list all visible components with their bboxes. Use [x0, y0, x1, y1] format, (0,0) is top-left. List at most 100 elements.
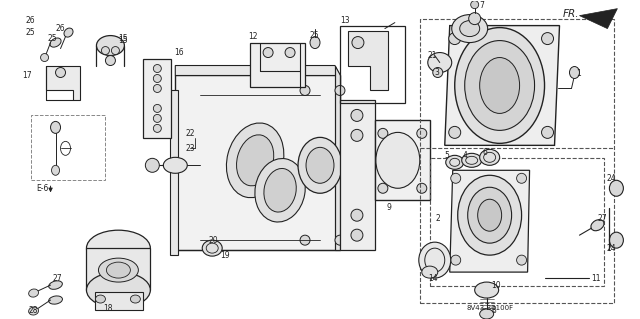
Bar	[340, 100, 375, 250]
Polygon shape	[348, 31, 388, 91]
Ellipse shape	[300, 235, 310, 245]
Ellipse shape	[97, 36, 124, 56]
Ellipse shape	[306, 147, 334, 183]
Ellipse shape	[227, 123, 284, 198]
Polygon shape	[450, 170, 529, 272]
Ellipse shape	[455, 28, 545, 143]
Ellipse shape	[131, 295, 140, 303]
Text: 9: 9	[387, 203, 392, 212]
Ellipse shape	[351, 209, 363, 221]
Text: 6: 6	[483, 148, 488, 157]
Ellipse shape	[285, 48, 295, 57]
Text: 4: 4	[463, 151, 468, 160]
Text: 24: 24	[607, 244, 616, 253]
Ellipse shape	[541, 126, 554, 138]
Text: 26: 26	[56, 24, 65, 33]
Text: 16: 16	[174, 48, 184, 57]
Ellipse shape	[154, 124, 161, 132]
Ellipse shape	[99, 258, 138, 282]
Polygon shape	[175, 65, 340, 76]
Ellipse shape	[51, 122, 61, 133]
Ellipse shape	[111, 47, 120, 55]
Text: 7: 7	[479, 1, 484, 10]
Ellipse shape	[154, 85, 161, 93]
Ellipse shape	[378, 128, 388, 138]
Bar	[430, 158, 604, 286]
Ellipse shape	[255, 159, 305, 222]
Ellipse shape	[29, 289, 38, 297]
Text: 27: 27	[597, 214, 607, 223]
Ellipse shape	[145, 158, 159, 172]
Ellipse shape	[458, 175, 522, 255]
Ellipse shape	[479, 149, 500, 165]
Ellipse shape	[351, 109, 363, 122]
Ellipse shape	[300, 85, 310, 95]
Text: 15: 15	[118, 34, 128, 43]
Ellipse shape	[449, 33, 461, 45]
Ellipse shape	[264, 168, 296, 212]
Ellipse shape	[351, 130, 363, 141]
Bar	[175, 76, 340, 250]
Ellipse shape	[52, 165, 60, 175]
Ellipse shape	[417, 128, 427, 138]
Ellipse shape	[64, 28, 73, 37]
Ellipse shape	[376, 132, 420, 188]
Ellipse shape	[475, 282, 499, 298]
Text: 25: 25	[309, 31, 319, 40]
Ellipse shape	[237, 135, 274, 186]
Ellipse shape	[468, 187, 511, 243]
Text: 23: 23	[185, 144, 195, 153]
Text: 24: 24	[607, 174, 616, 183]
Ellipse shape	[609, 180, 623, 196]
Ellipse shape	[154, 64, 161, 72]
Text: 11: 11	[591, 274, 601, 283]
Ellipse shape	[86, 272, 150, 308]
Ellipse shape	[298, 137, 342, 193]
Ellipse shape	[335, 85, 345, 95]
Ellipse shape	[417, 183, 427, 193]
Ellipse shape	[465, 41, 534, 130]
Ellipse shape	[263, 48, 273, 57]
Text: 13: 13	[340, 16, 349, 25]
Ellipse shape	[49, 296, 63, 304]
Text: 21: 21	[428, 51, 437, 60]
Polygon shape	[335, 65, 340, 250]
Text: 2: 2	[436, 214, 440, 223]
Ellipse shape	[452, 15, 488, 42]
Ellipse shape	[56, 68, 65, 78]
Ellipse shape	[95, 295, 106, 303]
Text: 28: 28	[29, 306, 38, 315]
Ellipse shape	[451, 255, 461, 265]
Text: 26: 26	[26, 16, 35, 25]
Ellipse shape	[50, 38, 61, 47]
Text: 1: 1	[577, 69, 581, 78]
Ellipse shape	[202, 240, 222, 256]
Bar	[31, 115, 106, 180]
Ellipse shape	[310, 37, 320, 48]
Ellipse shape	[516, 255, 527, 265]
Ellipse shape	[516, 173, 527, 183]
Text: 20: 20	[208, 236, 218, 245]
Polygon shape	[45, 65, 81, 100]
Ellipse shape	[351, 229, 363, 241]
Bar	[86, 248, 150, 290]
Ellipse shape	[460, 21, 479, 37]
Text: 25: 25	[26, 28, 35, 37]
Ellipse shape	[428, 53, 452, 72]
Bar	[250, 42, 305, 87]
Text: 22: 22	[185, 129, 195, 138]
Polygon shape	[445, 26, 559, 145]
Text: 18: 18	[104, 303, 113, 313]
Ellipse shape	[106, 262, 131, 278]
Ellipse shape	[422, 266, 438, 278]
Ellipse shape	[154, 104, 161, 112]
Bar	[375, 120, 430, 200]
Text: 25: 25	[47, 34, 57, 43]
Ellipse shape	[102, 47, 109, 55]
Text: 8V43-B0100F: 8V43-B0100F	[466, 305, 513, 311]
Text: 19: 19	[220, 251, 230, 260]
Ellipse shape	[163, 157, 188, 173]
Ellipse shape	[451, 173, 461, 183]
Text: 3: 3	[435, 68, 440, 77]
Ellipse shape	[49, 281, 62, 289]
